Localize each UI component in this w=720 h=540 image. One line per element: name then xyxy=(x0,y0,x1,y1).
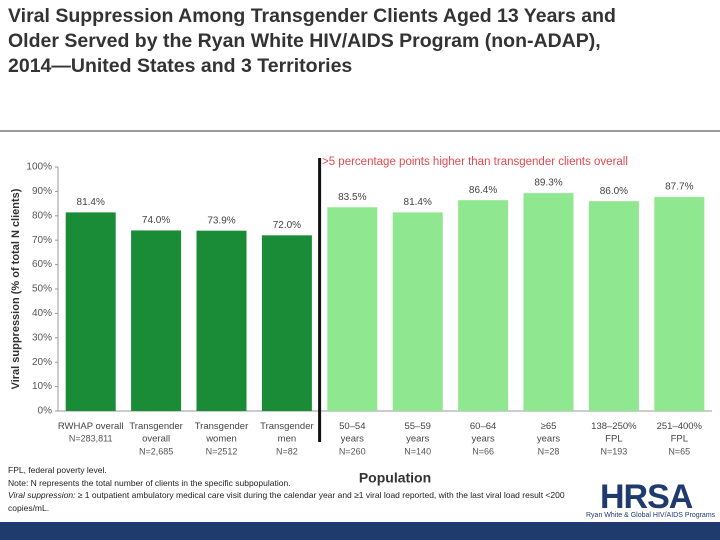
y-tick-label: 40% xyxy=(32,308,52,319)
value-label: 81.4% xyxy=(77,197,105,208)
value-label: 86.0% xyxy=(600,186,628,197)
value-label: 87.7% xyxy=(665,182,693,193)
bar xyxy=(327,207,378,411)
n-label: N=283,811 xyxy=(69,433,113,443)
y-tick-label: 20% xyxy=(32,357,52,368)
bar xyxy=(261,235,312,411)
footer-band xyxy=(0,522,720,540)
value-label: 89.3% xyxy=(534,178,562,189)
x-tick-label: Transgender men xyxy=(260,421,314,445)
y-tick-label: 50% xyxy=(32,284,52,295)
value-label: 73.9% xyxy=(207,215,235,226)
y-tick-label: 30% xyxy=(32,332,52,343)
value-label: 74.0% xyxy=(142,215,170,226)
bar xyxy=(588,201,639,411)
bar xyxy=(131,230,182,411)
footnote-term: Viral suppression: xyxy=(8,490,76,500)
bar xyxy=(654,197,705,411)
n-label: N=260 xyxy=(339,446,366,456)
annotation: >5 percentage points higher than transge… xyxy=(322,156,628,168)
bar xyxy=(65,212,116,411)
value-label: 86.4% xyxy=(469,185,497,196)
n-label: N=140 xyxy=(404,446,431,456)
x-tick-label: 55–59 years xyxy=(404,421,430,445)
n-label: N=2,685 xyxy=(139,446,173,456)
footnotes: FPL, federal poverty level. Note: N repr… xyxy=(8,464,578,514)
y-tick-label: 100% xyxy=(26,162,52,173)
chart: 0% 10% 20% 30% 40% 50% 60% 70% 80% 90% 100% Viral s… xyxy=(10,156,712,486)
value-label: 81.4% xyxy=(404,197,432,208)
n-label: N=66 xyxy=(472,446,494,456)
n-label: N=2512 xyxy=(206,446,238,456)
n-label: N=28 xyxy=(538,446,560,456)
title-rule xyxy=(0,130,720,132)
bar xyxy=(523,193,574,411)
n-label: N=82 xyxy=(276,446,298,456)
footnote-text: ≥ 1 outpatient ambulatory medical care v… xyxy=(8,490,565,513)
value-label: 72.0% xyxy=(273,220,301,231)
y-tick-label: 0% xyxy=(38,406,53,417)
y-tick-label: 70% xyxy=(32,235,52,246)
x-tick-label: 50–54 years xyxy=(339,421,365,445)
n-label: N=65 xyxy=(668,446,690,456)
x-tick-label: 138–250% FPL xyxy=(591,421,637,445)
slide-title: Viral Suppression Among Transgender Clie… xyxy=(8,5,616,77)
y-tick-label: 80% xyxy=(32,210,52,221)
x-tick-label: ≥65 years xyxy=(537,421,560,445)
x-axis-label: Population xyxy=(359,470,431,486)
x-tick-label: RWHAP overall xyxy=(58,421,124,432)
bar xyxy=(392,212,443,411)
y-tick-label: 60% xyxy=(32,259,52,270)
x-tick-label: Transgender women xyxy=(195,421,249,445)
logo-subtitle: Ryan White & Global HIV/AIDS Programs xyxy=(586,512,716,519)
footnote: Viral suppression: ≥ 1 outpatient ambula… xyxy=(8,489,578,514)
footnote: FPL, federal poverty level. xyxy=(8,465,107,475)
x-tick-label: 60–64 years xyxy=(470,421,496,445)
bar xyxy=(196,230,247,411)
footnote: Note: N represents the total number of c… xyxy=(8,477,291,488)
value-label: 83.5% xyxy=(338,192,366,203)
y-tick-label: 10% xyxy=(32,381,52,392)
y-tick-label: 90% xyxy=(32,186,52,197)
n-label: N=193 xyxy=(601,446,628,456)
x-tick-label: Transgender overall xyxy=(129,421,183,445)
logo: HRSA xyxy=(600,478,693,516)
x-tick-label: 251–400% FPL xyxy=(657,421,703,445)
bar xyxy=(458,200,509,411)
y-axis-label: Viral suppression (% of total N clients) xyxy=(10,188,22,389)
